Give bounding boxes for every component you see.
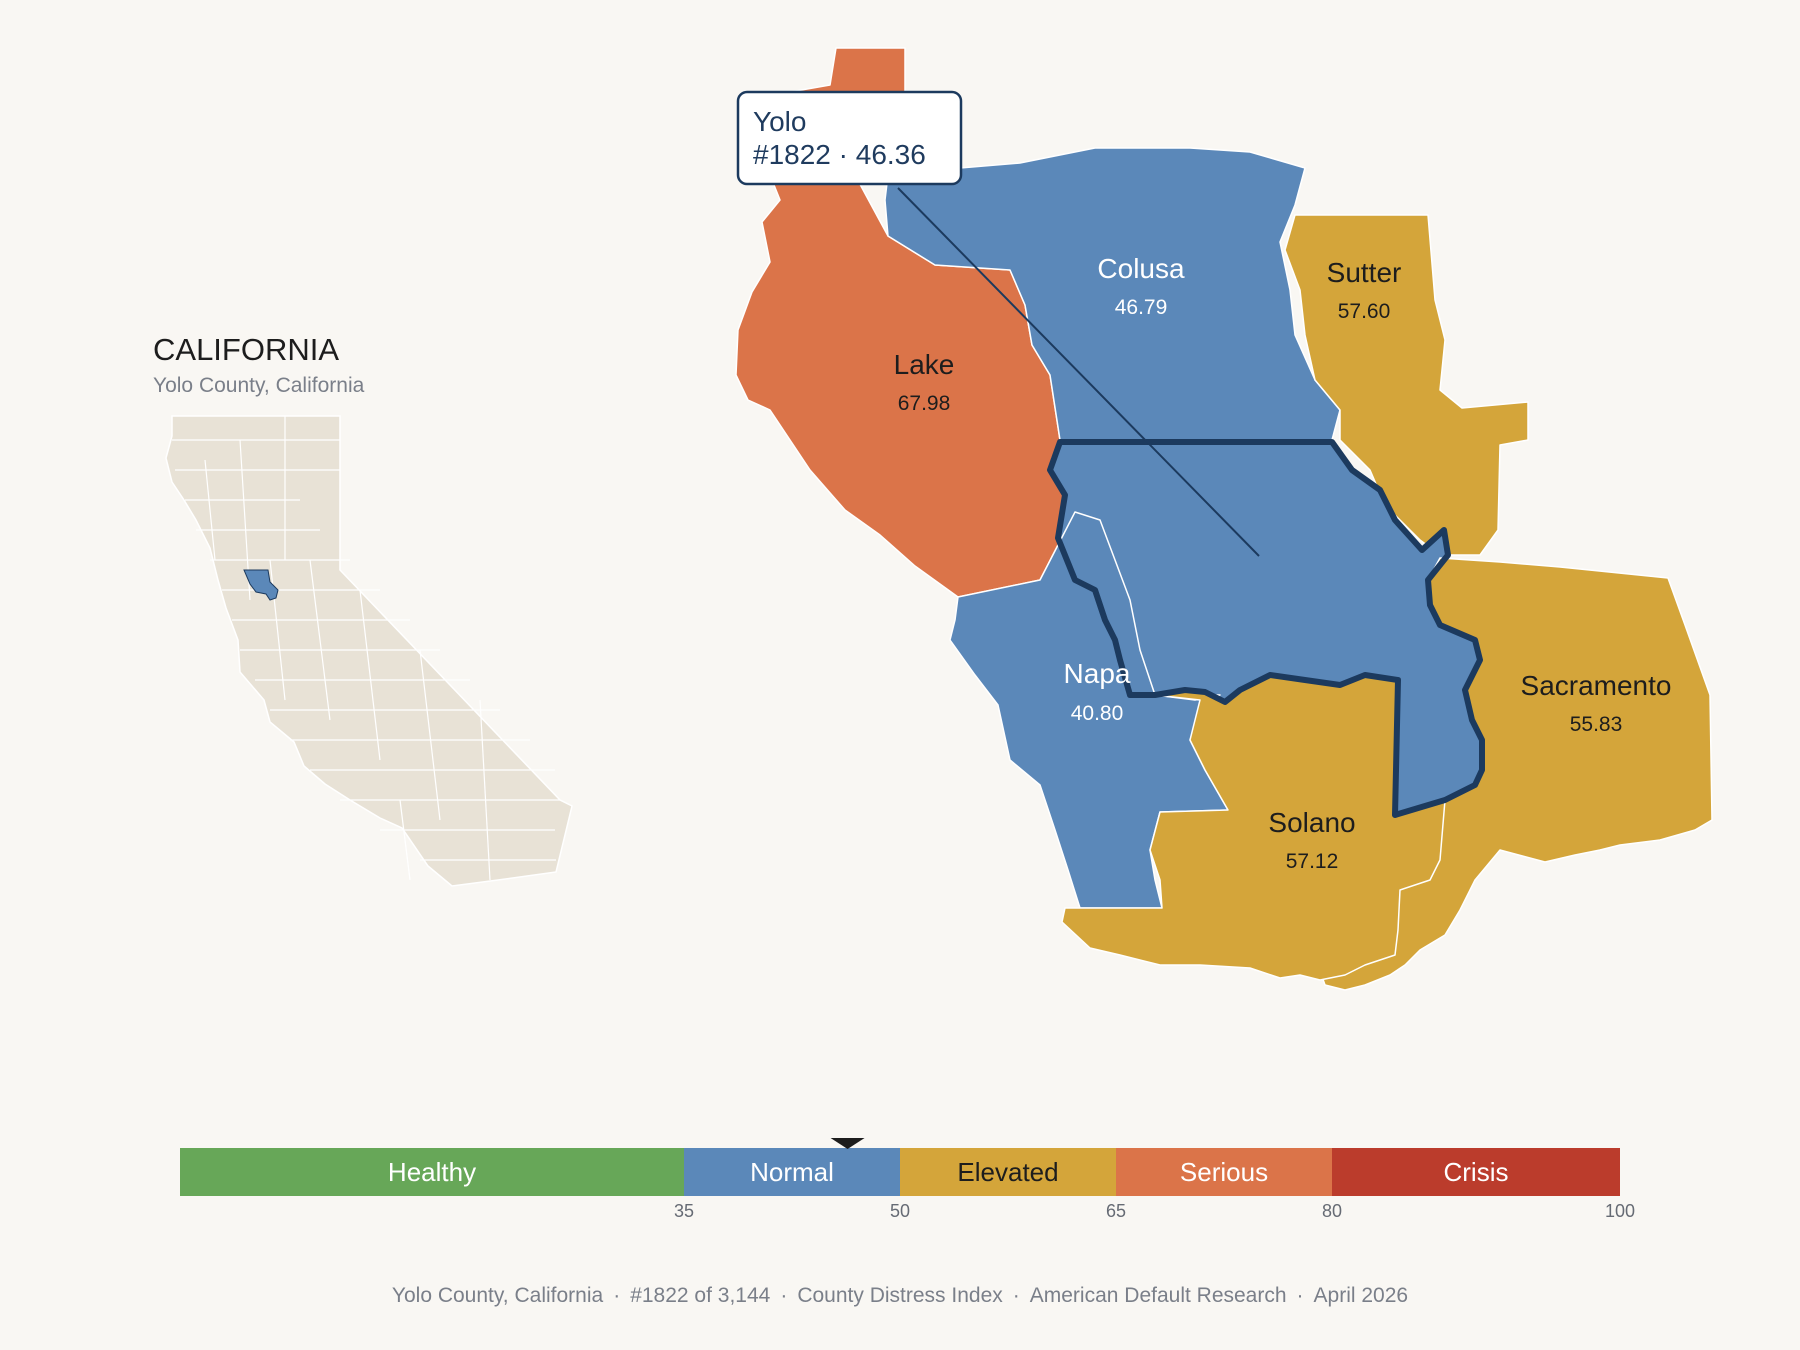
footer-separator: · — [780, 1284, 788, 1307]
label-solano-name: Solano — [1268, 807, 1355, 838]
distress-scale: Healthy Normal Elevated Serious Crisis 35 50 65… — [180, 1138, 1635, 1221]
tooltip-rank-score: #1822 · 46.36 — [753, 139, 926, 170]
scale-tick-label: 80 — [1322, 1201, 1342, 1221]
label-sutter-value: 57.60 — [1338, 300, 1391, 323]
scale-tick-label: 65 — [1106, 1201, 1126, 1221]
scale-band-crisis — [1332, 1148, 1620, 1196]
footer-publisher: American Default Research — [1029, 1284, 1287, 1307]
label-lake-value: 67.98 — [898, 392, 951, 415]
scale-tick-label: 50 — [890, 1201, 910, 1221]
county-sutter[interactable] — [1284, 214, 1529, 556]
scale-band-label: Normal — [750, 1157, 834, 1187]
tooltip-box — [736, 90, 963, 186]
scale-band-label: Healthy — [388, 1157, 476, 1187]
scale-marker-icon — [830, 1138, 865, 1149]
yolo-outline — [1047, 439, 1485, 818]
footer-date: April 2026 — [1313, 1284, 1409, 1307]
scale-tick-label: 100 — [1605, 1201, 1635, 1221]
scale-band-healthy — [180, 1148, 684, 1196]
scale-band-label: Elevated — [957, 1157, 1058, 1187]
label-solano-value: 57.12 — [1286, 850, 1339, 873]
footer-separator: · — [613, 1284, 621, 1307]
scale-band-elevated — [900, 1148, 1116, 1196]
state-title: CALIFORNIA — [153, 332, 339, 367]
footer-county: Yolo County, California — [391, 1284, 604, 1307]
inset-locator: CALIFORNIA Yolo County, California — [153, 332, 573, 887]
scale-tick-label: 35 — [674, 1201, 694, 1221]
label-napa-value: 40.80 — [1071, 702, 1124, 725]
california-outline — [165, 415, 573, 887]
label-lake-name: Lake — [894, 349, 955, 380]
tooltip-leader-line — [897, 187, 1260, 557]
label-colusa-name: Colusa — [1097, 253, 1185, 284]
label-sutter-name: Sutter — [1327, 257, 1402, 288]
county-borders — [172, 416, 560, 881]
footer-separator: · — [1012, 1284, 1020, 1307]
footer-rank: #1822 of 3,144 — [630, 1284, 771, 1307]
footer: Yolo County, California · #1822 of 3,144 · C… — [0, 1284, 1800, 1308]
inset-yolo-highlight — [243, 569, 279, 601]
label-napa-name: Napa — [1064, 658, 1131, 689]
county-labels: Lake 67.98 Colusa 46.79 Sutter 57.60 Nap… — [894, 253, 1672, 873]
scale-band-normal — [684, 1148, 900, 1196]
label-sacramento-value: 55.83 — [1570, 713, 1623, 736]
tooltip-county-name: Yolo — [753, 106, 806, 137]
footer-separator: · — [1296, 1284, 1304, 1307]
scale-band-label: Serious — [1180, 1157, 1268, 1187]
footer-index: County Distress Index — [797, 1284, 1003, 1307]
scale-band-label: Crisis — [1444, 1157, 1509, 1187]
yolo-tooltip: Yolo #1822 · 46.36 — [736, 90, 1260, 557]
state-subtitle: Yolo County, California — [153, 374, 365, 397]
label-colusa-value: 46.79 — [1115, 296, 1168, 319]
scale-band-serious — [1116, 1148, 1332, 1196]
label-sacramento-name: Sacramento — [1521, 670, 1672, 701]
